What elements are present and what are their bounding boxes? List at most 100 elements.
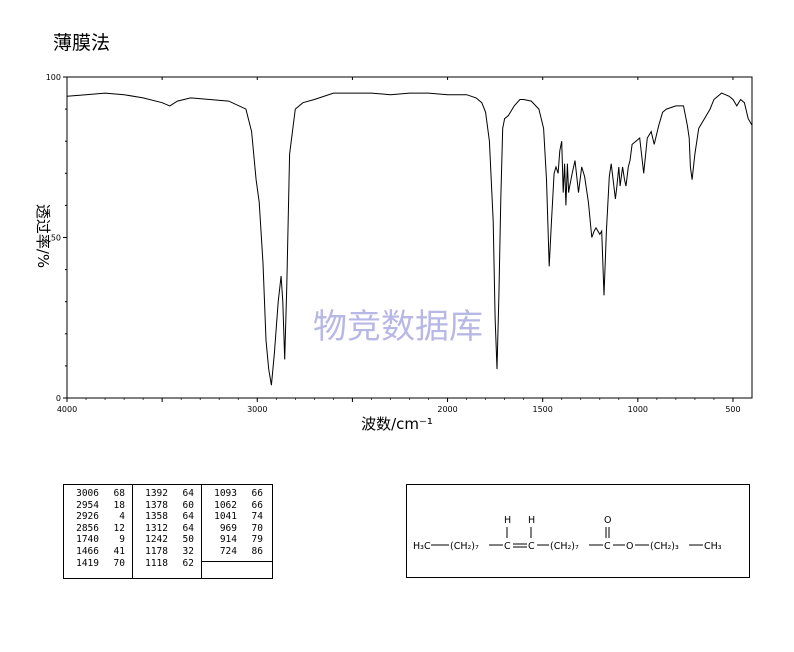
peak-wavenumber: 1312 (145, 522, 168, 534)
structure-h3c: H₃C (413, 541, 431, 552)
x-tick-label: 1000 (628, 405, 648, 414)
peak-table-row: 1312 64 (133, 523, 200, 535)
peak-wavenumber: 724 (219, 545, 237, 557)
peak-transmittance: 4 (119, 511, 125, 523)
peak-table-row: 1358 64 (133, 511, 200, 523)
peak-wavenumber: 1041 (214, 511, 237, 523)
peak-table-row: 1242 50 (133, 534, 200, 546)
peak-wavenumber: 914 (219, 534, 237, 546)
peak-table-row: 1466 41 (64, 546, 131, 558)
peak-wavenumber: 2856 (76, 522, 99, 534)
structure-c-left: C (504, 541, 511, 552)
peak-table-row: 914 79 (202, 534, 269, 546)
peak-wavenumber: 969 (219, 522, 237, 534)
peak-table-divider (132, 485, 133, 578)
structure-h-left: H (504, 515, 511, 526)
structure-c-carbonyl: C (604, 541, 611, 552)
peak-table-column: 1093 66 1062 66 1041 74 969 70 914 79 724 86 (202, 488, 269, 558)
peak-table-column: 3006 68 2954 18 2926 4 2856 12 1740 9 1466 41 1419 70 (64, 488, 131, 569)
peak-table-row: 1419 70 (64, 558, 131, 570)
peak-transmittance: 12 (113, 522, 125, 534)
peak-wavenumber: 1378 (145, 499, 168, 511)
structure-o-ester: O (626, 541, 633, 552)
peak-wavenumber: 1118 (145, 557, 168, 569)
peak-wavenumber: 1242 (145, 534, 168, 546)
peak-transmittance: 86 (251, 545, 263, 557)
structure-o-carbonyl: O (604, 515, 611, 526)
peak-wavenumber: 1419 (76, 557, 99, 569)
x-tick-label: 3000 (247, 405, 267, 414)
peak-wavenumber: 1392 (145, 488, 168, 499)
peak-table-row: 724 86 (202, 546, 269, 558)
peak-table-row: 1041 74 (202, 511, 269, 523)
peak-transmittance: 70 (113, 557, 125, 569)
structure-ch2-right: (CH₂)₃ (650, 541, 679, 552)
structure-ch2-left: (CH₂)₇ (450, 541, 479, 552)
peak-table-row: 1392 64 (133, 488, 200, 500)
peak-transmittance: 66 (251, 499, 263, 511)
x-tick-label: 500 (725, 405, 740, 414)
peak-transmittance: 64 (182, 522, 194, 534)
x-tick-label: 2000 (437, 405, 457, 414)
peak-table: 3006 68 2954 18 2926 4 2856 12 1740 9 1466 41 1419 70… (63, 484, 273, 579)
peak-transmittance: 79 (251, 534, 263, 546)
y-tick-label: 0 (56, 394, 61, 403)
peak-wavenumber: 1062 (214, 499, 237, 511)
peak-wavenumber: 2926 (76, 511, 99, 523)
x-tick-label: 4000 (57, 405, 77, 414)
chart-axes (66, 76, 753, 399)
peak-table-row: 1118 62 (133, 558, 200, 570)
structure-box: H₃C (CH₂)₇ H C H C (CH₂)₇ O C O (CH₂)₃ C… (406, 484, 750, 578)
peak-transmittance: 18 (113, 499, 125, 511)
peak-wavenumber: 1178 (145, 545, 168, 557)
plot-frame (66, 76, 753, 399)
peak-wavenumber: 1466 (76, 545, 99, 557)
x-tick-label: 1500 (533, 405, 553, 414)
y-tick-label: 50 (51, 234, 61, 243)
peak-wavenumber: 1740 (76, 534, 99, 546)
peak-table-row: 1740 9 (64, 534, 131, 546)
peak-wavenumber: 2954 (76, 499, 99, 511)
structure-ch3: CH₃ (704, 541, 722, 552)
structure-diagram: H₃C (CH₂)₇ H C H C (CH₂)₇ O C O (CH₂)₃ C… (413, 515, 722, 552)
structure-c-right: C (528, 541, 535, 552)
peak-transmittance: 70 (251, 522, 263, 534)
y-tick-label: 100 (46, 73, 61, 82)
peak-table-row: 1378 60 (133, 500, 200, 512)
x-axis-label: 波数/cm⁻¹ (361, 415, 433, 433)
peak-transmittance: 62 (182, 557, 194, 569)
peak-transmittance: 9 (119, 534, 125, 546)
watermark-group: 物竞数据库 (313, 307, 483, 347)
peak-table-column: 1392 64 1378 60 1358 64 1312 64 1242 50 1178 32 1118… (133, 488, 200, 569)
structure-h-right: H (528, 515, 535, 526)
watermark: 物竞数据库 (313, 307, 483, 347)
method-label: 薄膜法 (53, 32, 111, 54)
peak-transmittance: 64 (182, 488, 194, 499)
structure-ch2-mid: (CH₂)₇ (550, 541, 579, 552)
peak-table-row: 3006 68 (64, 488, 131, 500)
peak-transmittance: 60 (182, 499, 194, 511)
peak-table-row: 2926 4 (64, 511, 131, 523)
peak-wavenumber: 1093 (214, 488, 237, 499)
peak-transmittance: 50 (182, 534, 194, 546)
peak-transmittance: 66 (251, 488, 263, 499)
peak-table-row: 1093 66 (202, 488, 269, 500)
peak-transmittance: 41 (113, 545, 125, 557)
y-axis-label: 透过率/% (34, 204, 52, 268)
peak-table-row: 2954 18 (64, 500, 131, 512)
peak-transmittance: 74 (251, 511, 263, 523)
peak-table-hline (201, 561, 272, 562)
peak-transmittance: 68 (113, 488, 125, 499)
peak-table-divider (201, 485, 202, 578)
peak-transmittance: 32 (182, 545, 194, 557)
peak-table-row: 2856 12 (64, 523, 131, 535)
peak-table-row: 969 70 (202, 523, 269, 535)
peak-table-row: 1178 32 (133, 546, 200, 558)
peak-wavenumber: 1358 (145, 511, 168, 523)
peak-wavenumber: 3006 (76, 488, 99, 499)
spectrum-line (66, 92, 753, 386)
peak-table-row: 1062 66 (202, 500, 269, 512)
peak-transmittance: 64 (182, 511, 194, 523)
